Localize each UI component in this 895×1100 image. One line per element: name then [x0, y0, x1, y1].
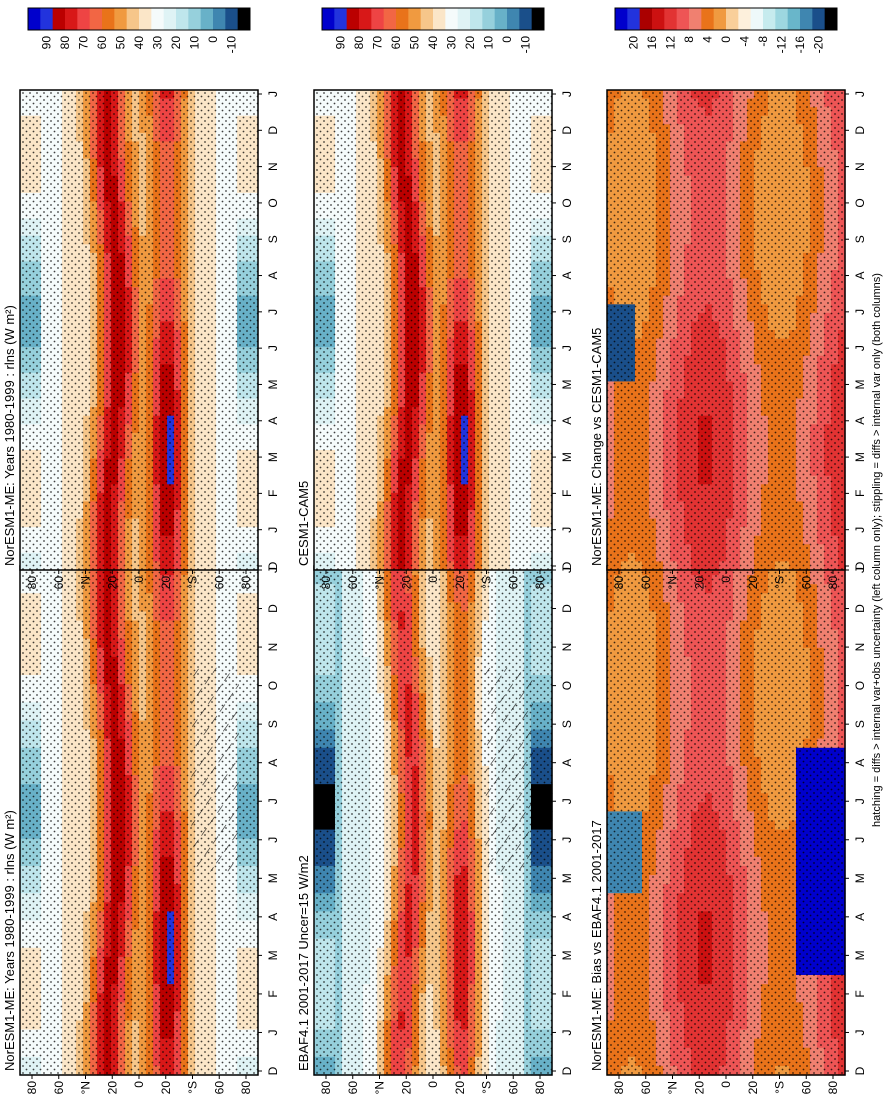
month-tick-label: F: [266, 490, 280, 497]
colorbar-label: 40: [132, 36, 146, 50]
month-tick-label: O: [266, 681, 280, 690]
colorbar-swatch: [237, 8, 251, 30]
colorbar-swatch: [213, 8, 226, 30]
month-tick-label: S: [266, 720, 280, 728]
colorbar-swatch: [200, 8, 214, 30]
lat-tick-label: °S: [186, 1081, 200, 1094]
month-tick-label: S: [266, 235, 280, 243]
lat-tick-label: 80: [239, 576, 253, 590]
month-tick-label: F: [266, 990, 280, 997]
colorbar-swatch: [225, 8, 239, 30]
lat-tick-label: °N: [79, 1081, 93, 1094]
panel-norm-right: 80 60 °N 20 0 20 °S 60 80DJFMAMJJASONDJNorESM1-M…: [2, 7, 280, 590]
colorbar-swatch: [176, 8, 189, 30]
lat-tick-label: 80: [25, 1081, 39, 1095]
colorbar-label: 90: [40, 36, 54, 50]
lat-tick-label: 20: [159, 576, 173, 590]
colorbar-swatch: [89, 8, 103, 30]
month-tick-label: D: [266, 126, 280, 135]
hatch-overlay: [191, 667, 239, 872]
month-tick-label: M: [266, 873, 280, 883]
colorbar-swatch: [102, 8, 115, 30]
month-tick-label: D: [266, 604, 280, 613]
panel-norm-left: 80 60 °N 20 0 20 °S 60 80DJFMAMJJASONDJNorESM1-M…: [2, 499, 280, 1095]
lat-tick-label: 60: [52, 576, 66, 590]
month-tick-label: J: [266, 91, 280, 97]
month-tick-label: A: [266, 913, 280, 921]
month-tick-label: N: [266, 162, 280, 171]
colorbar-label: -10: [225, 36, 239, 54]
lat-tick-label: 0: [132, 576, 146, 583]
month-tick-label: J: [266, 567, 280, 573]
month-tick-label: M: [266, 379, 280, 389]
month-tick-label: J: [266, 345, 280, 351]
lat-tick-label: 80: [25, 576, 39, 590]
colorbar-swatch: [40, 8, 54, 30]
colorbar-swatch: [52, 8, 66, 30]
month-tick-label: M: [266, 452, 280, 462]
lat-tick-label: 60: [52, 1081, 66, 1095]
colorbar-label: 30: [151, 36, 165, 50]
colorbar-label: 70: [77, 36, 91, 50]
colorbar-label: 0: [206, 36, 220, 43]
colorbar-label: 10: [188, 36, 202, 50]
panels-layer: 80 60 °N 20 0 20 °S 60 80DJFMAMJJASONDJNorESM1-M…: [2, 7, 867, 1095]
month-tick-label: A: [266, 759, 280, 767]
month-tick-label: A: [266, 417, 280, 425]
colorbar-label: 60: [95, 36, 109, 50]
colorbar-label: 20: [169, 36, 183, 50]
month-tick-label: J: [266, 837, 280, 843]
month-tick-label: M: [266, 950, 280, 960]
month-tick-label: J: [266, 527, 280, 533]
lat-tick-label: 60: [212, 576, 226, 590]
colorbar-label: 50: [114, 36, 128, 50]
colorbar-swatch: [114, 8, 128, 30]
month-tick-label: J: [266, 1029, 280, 1035]
colorbar-swatch: [77, 8, 91, 30]
lat-tick-label: 20: [105, 1081, 119, 1095]
lat-tick-label: 0: [132, 1081, 146, 1088]
lat-tick-label: 60: [212, 1081, 226, 1095]
lat-tick-label: °N: [79, 576, 93, 589]
panel-title: NorESM1-ME: Years 1980-1999 : rlns (W m²…: [2, 810, 17, 1071]
month-tick-label: J: [266, 309, 280, 315]
colorbar-swatch: [65, 8, 78, 30]
lat-tick-label: °S: [186, 576, 200, 589]
colorbar-swatch: [151, 8, 165, 30]
month-tick-label: D: [266, 561, 280, 570]
colorbar-swatch: [163, 8, 177, 30]
colorbar-swatch: [188, 8, 202, 30]
colorbar-label: 80: [58, 36, 72, 50]
panel-title: NorESM1-ME: Years 1980-1999 : rlns (W m²…: [2, 305, 17, 566]
colorbar-swatch: [28, 8, 41, 30]
colorbar-swatch: [139, 8, 152, 30]
month-tick-label: A: [266, 272, 280, 280]
colorbar-swatch: [126, 8, 140, 30]
month-tick-label: J: [266, 798, 280, 804]
lat-tick-label: 20: [159, 1081, 173, 1095]
month-tick-label: N: [266, 643, 280, 652]
stipple-overlay: [20, 90, 258, 570]
lat-tick-label: 20: [105, 576, 119, 590]
month-tick-label: O: [266, 198, 280, 207]
month-tick-label: D: [266, 1066, 280, 1075]
lat-tick-label: 80: [239, 1081, 253, 1095]
